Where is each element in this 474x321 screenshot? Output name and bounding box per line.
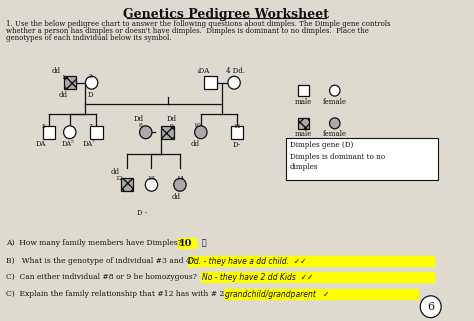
Text: female: female (323, 98, 347, 106)
Text: Dimples is dominant to no: Dimples is dominant to no (290, 153, 385, 161)
Text: Dd: Dd (134, 115, 144, 123)
Circle shape (85, 76, 98, 89)
Circle shape (329, 85, 340, 96)
Bar (162, 126, 174, 139)
Text: 10: 10 (193, 123, 201, 128)
Text: D -: D - (137, 209, 147, 217)
Bar (120, 178, 133, 191)
Text: whether a person has dimples or doesn't have dimples.  Dimples is dominant to no: whether a person has dimples or doesn't … (6, 27, 369, 35)
Text: DA⁵: DA⁵ (62, 140, 74, 148)
Bar (224, 289, 419, 299)
Text: Dimples gene (D): Dimples gene (D) (290, 141, 354, 149)
Text: 14: 14 (176, 176, 184, 181)
Text: A)  How many family members have Dimples?: A) How many family members have Dimples? (6, 239, 182, 247)
Text: male: male (295, 98, 312, 106)
Text: 5: 5 (41, 124, 45, 129)
Text: DA: DA (36, 140, 46, 148)
Text: ✓: ✓ (199, 239, 207, 247)
Text: C)  Explain the family relationship that #12 has with # 2.: C) Explain the family relationship that … (6, 290, 227, 298)
Circle shape (64, 126, 76, 139)
Text: 4 Dd.: 4 Dd. (227, 67, 246, 75)
Circle shape (420, 296, 441, 317)
Circle shape (174, 178, 186, 191)
Text: 6: 6 (427, 302, 434, 312)
Bar (204, 76, 217, 89)
FancyBboxPatch shape (286, 138, 438, 180)
Circle shape (228, 76, 240, 89)
Text: 1: 1 (61, 75, 65, 80)
Text: 10: 10 (179, 239, 192, 248)
Text: dd: dd (59, 91, 68, 99)
Bar (90, 126, 102, 139)
Bar (43, 126, 55, 139)
Text: 11: 11 (233, 124, 241, 129)
Circle shape (146, 178, 158, 191)
Text: No - they have 2 dd Kids  ✓✓: No - they have 2 dd Kids ✓✓ (202, 273, 313, 282)
Circle shape (195, 126, 207, 139)
Circle shape (139, 126, 152, 139)
Text: dd: dd (172, 193, 181, 201)
Text: dd: dd (191, 140, 200, 148)
Text: 8: 8 (139, 123, 143, 128)
Bar (64, 76, 76, 89)
Text: dd: dd (111, 168, 120, 176)
Text: 2: 2 (89, 74, 93, 79)
Bar (231, 126, 243, 139)
Text: genotypes of each individual below its symbol.: genotypes of each individual below its s… (6, 34, 172, 42)
Text: 9: 9 (169, 124, 173, 129)
Bar (298, 85, 309, 96)
Text: B)   What is the genotype of individual #3 and 4?: B) What is the genotype of individual #3… (6, 257, 195, 265)
Text: Dd: Dd (166, 115, 176, 123)
Text: 1. Use the below pedigree chart to answer the following questions about dimples.: 1. Use the below pedigree chart to answe… (6, 20, 391, 28)
Text: 13: 13 (147, 176, 155, 181)
Circle shape (329, 118, 340, 129)
Text: 12: 12 (115, 176, 123, 181)
Text: dimples: dimples (290, 163, 319, 171)
Text: D: D (88, 91, 93, 99)
Text: D-: D- (233, 141, 241, 149)
Bar (178, 238, 196, 248)
Text: male: male (295, 130, 312, 138)
Text: ₃DA: ₃DA (197, 67, 210, 75)
Text: female: female (323, 130, 347, 138)
Text: Genetics Pedigree Worksheet: Genetics Pedigree Worksheet (124, 8, 329, 21)
Text: Dd. - they have a dd child.  ✓✓: Dd. - they have a dd child. ✓✓ (189, 257, 307, 266)
Bar (188, 256, 435, 266)
Text: grandchild/grandparent   ✓: grandchild/grandparent ✓ (225, 290, 329, 299)
Text: 7: 7 (89, 124, 93, 129)
Bar (298, 118, 309, 129)
Text: DA⁷: DA⁷ (82, 140, 95, 148)
Text: C)  Can either individual #8 or 9 be homozygous?: C) Can either individual #8 or 9 be homo… (6, 273, 197, 281)
Bar (201, 272, 434, 282)
Text: dd: dd (52, 67, 61, 75)
